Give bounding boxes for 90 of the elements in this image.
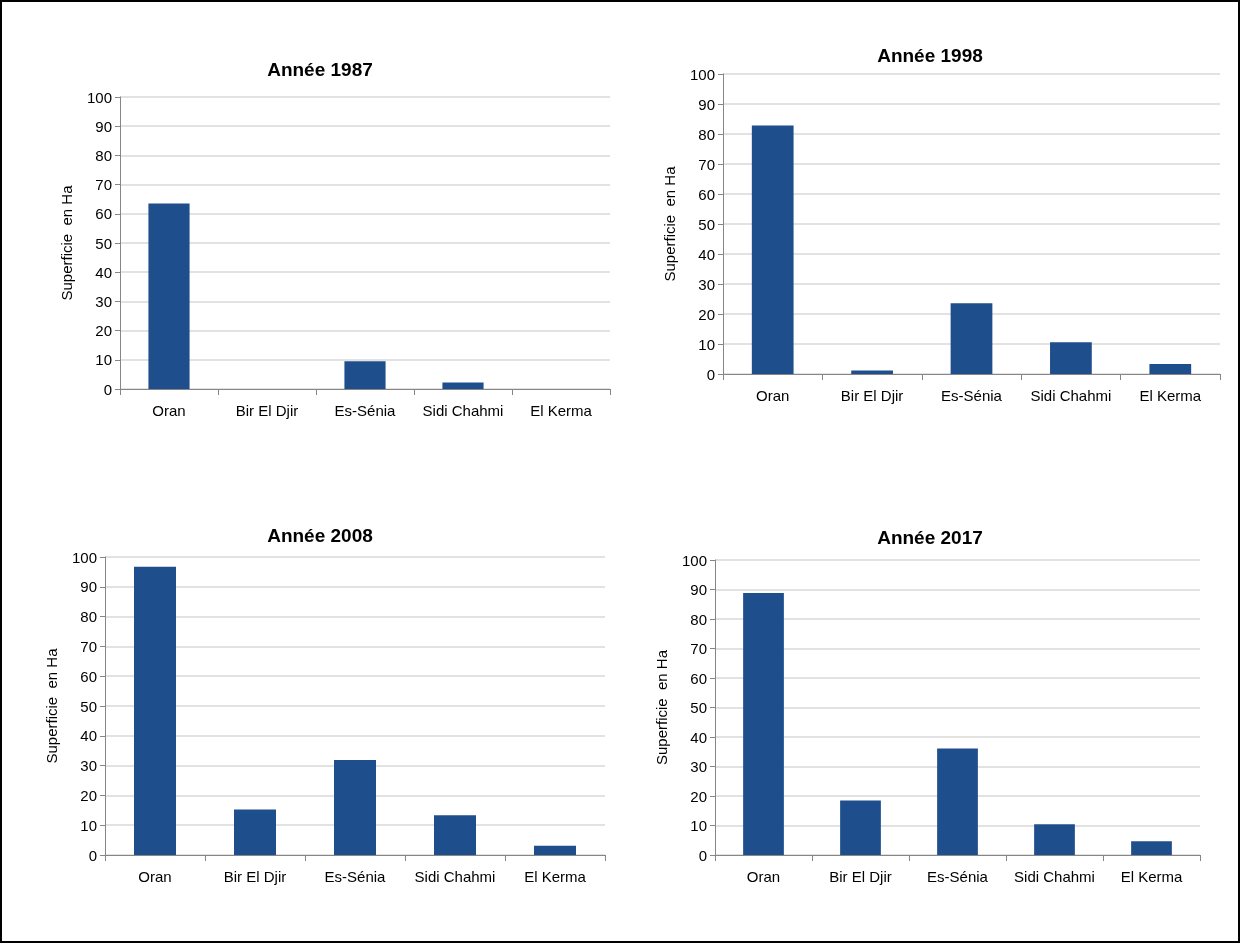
bar [434,815,476,855]
x-tick-label: Oran [152,402,186,419]
x-tick-label: Oran [138,868,172,885]
y-tick-label: 90 [690,581,707,598]
x-tick-label: El Kerma [530,402,593,419]
y-tick-label: 0 [706,365,715,383]
x-tick-label: Bir El Djir [235,402,299,419]
y-tick-label: 10 [80,816,97,834]
y-axis-title: Superficie en Ha [661,165,678,282]
y-tick-label: 90 [80,578,97,596]
y-tick-label: 90 [95,117,112,135]
y-tick-label: 60 [690,669,707,687]
bar [234,809,276,855]
y-tick-label: 0 [103,380,112,398]
x-tick-label: Bir El Djir [829,868,892,885]
bar [134,566,176,855]
y-tick-label: 30 [95,292,112,310]
y-tick-label: 80 [690,610,707,628]
y-axis-title: Superficie en Ha [58,184,75,301]
x-tick-label: Es-Sénia [324,868,387,885]
y-axis-title: Superficie en Ha [43,647,60,764]
y-tick-label: 100 [71,548,97,566]
y-tick-label: 10 [95,351,112,369]
y-tick-label: 100 [689,65,715,83]
y-tick-label: 70 [698,155,715,173]
bar [851,370,893,374]
x-tick-label: Es-Sénia [941,387,1003,404]
y-tick-label: 50 [80,697,97,715]
y-tick-label: 50 [95,234,112,252]
y-tick-label: 90 [698,95,715,113]
bar [751,125,794,374]
x-tick-label: Sidi Chahmi [422,402,504,419]
x-tick-label: Es-Sénia [334,402,397,419]
y-axis-title: Superficie en Ha [653,649,670,766]
y-tick-label: 0 [698,846,707,864]
x-tick-label: El Kerma [524,868,587,885]
y-tick-label: 20 [698,305,715,323]
y-tick-label: 80 [80,608,97,626]
y-tick-label: 20 [95,322,112,340]
chart-title: Année 1998 [877,45,983,66]
x-tick-label: El Kerma [1120,868,1183,885]
y-tick-label: 10 [698,335,715,353]
y-tick-label: 60 [80,667,97,685]
x-tick-label: Bir El Djir [840,387,904,404]
chart-title: Année 2008 [267,525,373,546]
bar [1149,364,1192,374]
x-tick-label: Sidi Chahmi [414,868,496,885]
bar [442,382,484,389]
x-tick-label: Bir El Djir [223,868,287,885]
bar [148,203,190,389]
bar [1034,824,1075,855]
y-tick-label: 60 [698,185,715,203]
y-tick-label: 40 [690,728,707,746]
y-tick-label: 50 [698,215,715,233]
x-tick-label: Sidi Chahmi [1030,387,1112,404]
y-tick-label: 70 [95,176,112,194]
y-tick-label: 100 [681,551,707,569]
y-tick-label: 100 [86,88,112,106]
y-tick-label: 40 [95,263,112,281]
y-tick-label: 40 [698,245,715,263]
x-tick-label: Es-Sénia [927,868,989,885]
y-tick-label: 30 [80,757,97,775]
x-tick-label: Oran [756,387,790,404]
y-tick-label: 40 [80,727,97,745]
bar [1050,342,1092,374]
y-tick-label: 80 [95,146,112,164]
y-tick-label: 70 [690,640,707,657]
bar [344,361,386,389]
bar [534,845,576,855]
y-tick-label: 50 [690,699,707,716]
bar [334,759,376,855]
bar [1131,841,1172,855]
y-tick-label: 10 [690,817,707,834]
y-tick-label: 60 [95,205,112,223]
x-tick-label: Sidi Chahmi [1014,868,1095,885]
bar [950,303,993,374]
y-tick-label: 0 [88,846,97,864]
y-tick-label: 30 [698,275,715,293]
y-tick-label: 30 [690,758,707,775]
x-tick-label: Oran [746,868,781,885]
y-tick-label: 70 [80,637,97,655]
chart-title: Année 1987 [267,59,373,80]
chart-title: Année 2017 [877,527,983,548]
y-tick-label: 20 [690,787,707,805]
x-tick-label: El Kerma [1139,387,1202,404]
y-tick-label: 20 [80,786,97,804]
y-tick-label: 80 [698,125,715,143]
bar [743,593,784,855]
bar [937,748,978,855]
bar [840,800,881,855]
